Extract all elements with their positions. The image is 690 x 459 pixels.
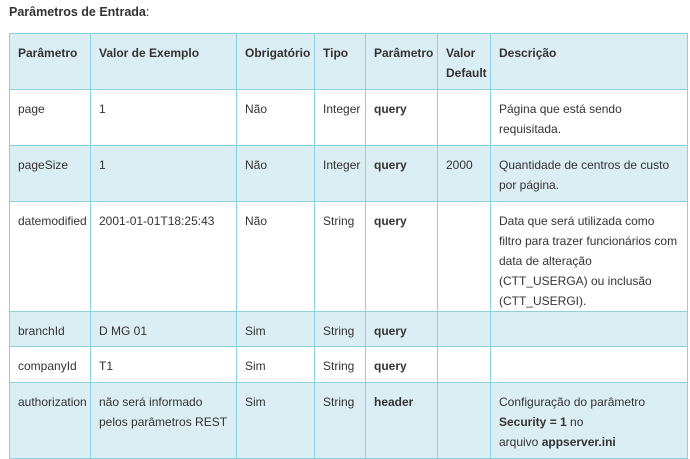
table-cell: Integer (314, 145, 366, 202)
table-cell: authorization (9, 382, 91, 459)
table-row: datemodified 2001-01-01T18:25:43 Não String… (9, 201, 688, 312)
header-valor-default: Valor Default (437, 33, 491, 90)
table-cell: Não (236, 201, 315, 312)
header-valor-exemplo: Valor de Exemplo (90, 33, 237, 90)
table-cell: não será informado pelos parâmetros REST (90, 382, 237, 459)
table-cell (437, 201, 491, 312)
table-row: branchId D MG 01 Sim String query (9, 311, 688, 347)
table-cell: Página que está sendo requisitada. (490, 89, 688, 146)
table-cell: Data que será utilizada como filtro para… (490, 201, 688, 312)
table-cell: T1 (90, 346, 237, 383)
table-cell: header (365, 382, 438, 459)
table-cell: Não (236, 89, 315, 146)
section-title: Parâmetros de Entrada: (9, 5, 150, 19)
input-parameters-table: Parâmetro Valor de Exemplo Obrigatório T… (9, 33, 688, 459)
table-cell: datemodified (9, 201, 91, 312)
table-cell: query (365, 201, 438, 312)
table-cell: Sim (236, 311, 315, 347)
table-cell: query (365, 145, 438, 202)
table-cell: pageSize (9, 145, 91, 202)
table-cell: String (314, 311, 366, 347)
table-row: page 1 Não Integer query Página que está send… (9, 89, 688, 146)
table-cell: D MG 01 (90, 311, 237, 347)
table-cell: query (365, 89, 438, 146)
table-row: pageSize 1 Não Integer query 2000 Quantidade d… (9, 145, 688, 202)
table-cell: Integer (314, 89, 366, 146)
table-cell: query (365, 311, 438, 347)
table-cell: String (314, 201, 366, 312)
header-obrigatorio: Obrigatório (236, 33, 315, 90)
table-cell: 2001-01-01T18:25:43 (90, 201, 237, 312)
table-cell: page (9, 89, 91, 146)
table-cell: companyId (9, 346, 91, 383)
table-header-row: Parâmetro Valor de Exemplo Obrigatório T… (9, 33, 688, 90)
table-row: companyId T1 Sim String query (9, 346, 688, 383)
table-cell: Configuração do parâmetro Security = 1 no… (490, 382, 688, 459)
table-cell (437, 382, 491, 459)
table-cell: Sim (236, 346, 315, 383)
table-cell: branchId (9, 311, 91, 347)
table-cell (437, 311, 491, 347)
header-descricao: Descrição (490, 33, 688, 90)
table-cell: 2000 (437, 145, 491, 202)
table-cell (490, 346, 688, 383)
table-cell: 1 (90, 89, 237, 146)
table-cell: String (314, 382, 366, 459)
table-row: authorization não será informado pelos pa… (9, 382, 688, 459)
table-cell (490, 311, 688, 347)
table-cell: 1 (90, 145, 237, 202)
table-cell (437, 89, 491, 146)
table-cell: Não (236, 145, 315, 202)
header-tipo: Tipo (314, 33, 366, 90)
header-parametro-local: Parâmetro (365, 33, 438, 90)
table-cell (437, 346, 491, 383)
header-parametro: Parâmetro (9, 33, 91, 90)
table-cell: Quantidade de centros de custo por págin… (490, 145, 688, 202)
table-cell: Sim (236, 382, 315, 459)
table-cell: query (365, 346, 438, 383)
table-cell: String (314, 346, 366, 383)
